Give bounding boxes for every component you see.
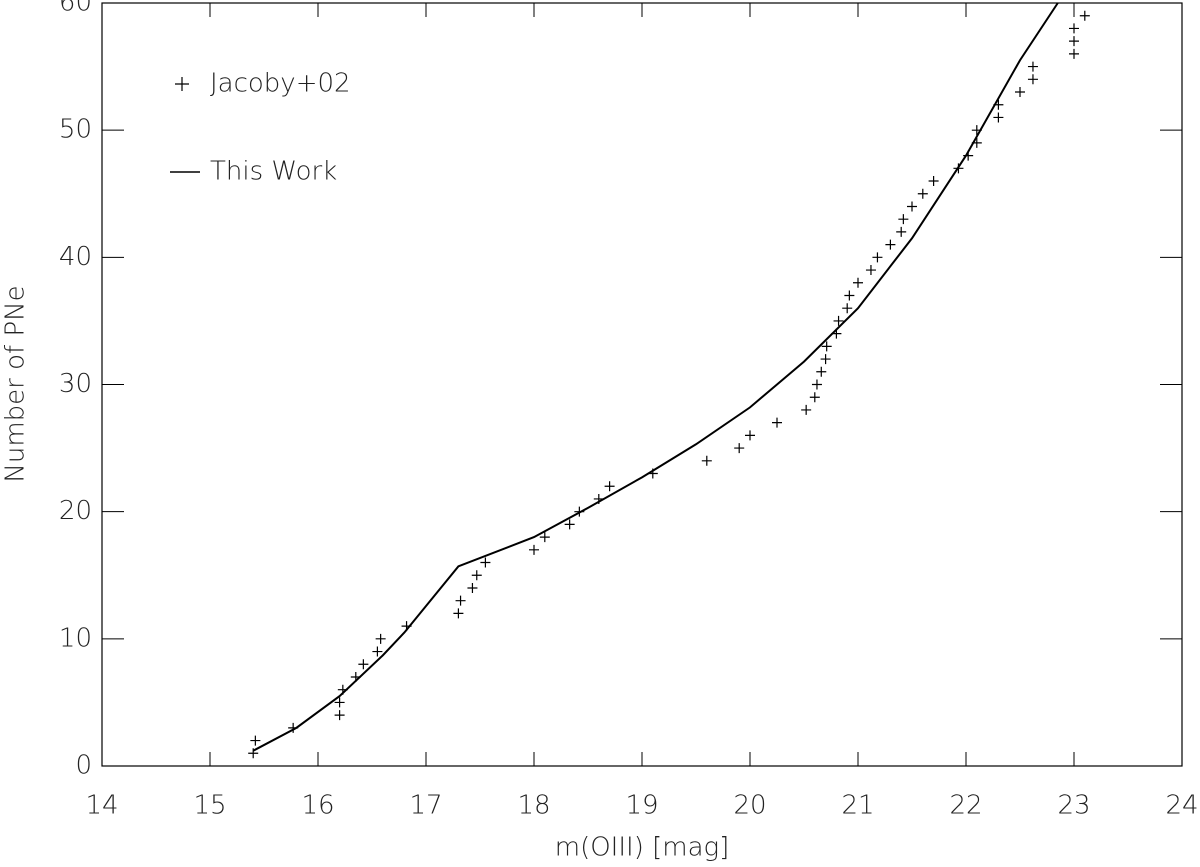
data-point bbox=[1079, 10, 1090, 21]
x-tick-label: 16 bbox=[301, 791, 334, 821]
legend-marker bbox=[175, 77, 189, 91]
legend-label: This Work bbox=[210, 157, 337, 187]
data-point bbox=[885, 239, 896, 250]
x-tick-label: 14 bbox=[85, 791, 118, 821]
data-point bbox=[480, 557, 491, 568]
data-point bbox=[604, 481, 615, 492]
data-point bbox=[801, 404, 812, 415]
data-point bbox=[928, 176, 939, 187]
legend-label: Jacoby+02 bbox=[210, 69, 351, 99]
data-point bbox=[820, 354, 831, 365]
data-point bbox=[334, 710, 345, 721]
y-tick-label: 50 bbox=[59, 115, 92, 145]
data-point bbox=[734, 443, 745, 454]
data-line bbox=[252, 2, 1059, 752]
x-tick-label: 20 bbox=[733, 791, 766, 821]
y-axis-label: Number of PNe bbox=[1, 285, 31, 482]
data-point bbox=[564, 519, 575, 530]
data-point bbox=[772, 417, 782, 428]
y-tick-label: 40 bbox=[59, 242, 92, 272]
data-point bbox=[701, 455, 712, 466]
data-point bbox=[844, 290, 855, 301]
data-point bbox=[809, 392, 820, 403]
x-tick-label: 21 bbox=[841, 791, 874, 821]
data-point bbox=[453, 608, 464, 619]
x-tick-label: 22 bbox=[949, 791, 982, 821]
data-point bbox=[467, 582, 478, 593]
data-point bbox=[334, 697, 345, 708]
data-point bbox=[816, 366, 827, 377]
data-point bbox=[250, 735, 261, 746]
data-point bbox=[1069, 23, 1079, 34]
data-point bbox=[853, 277, 863, 288]
y-tick-label: 0 bbox=[75, 751, 92, 781]
data-point bbox=[907, 201, 917, 212]
x-tick-label: 17 bbox=[409, 791, 442, 821]
data-point bbox=[539, 532, 550, 543]
y-tick-label: 10 bbox=[59, 623, 92, 653]
data-point bbox=[455, 595, 466, 606]
x-tick-label: 24 bbox=[1165, 791, 1198, 821]
data-point bbox=[745, 430, 755, 441]
data-point bbox=[865, 265, 876, 276]
data-point bbox=[471, 570, 482, 581]
data-point bbox=[1027, 61, 1038, 72]
y-tick-label: 20 bbox=[59, 496, 92, 526]
data-point bbox=[993, 112, 1004, 123]
data-point bbox=[529, 544, 539, 555]
data-point bbox=[1015, 87, 1025, 98]
plot-frame bbox=[101, 2, 1183, 767]
data-point bbox=[842, 303, 853, 314]
data-point bbox=[1069, 36, 1079, 47]
data-point bbox=[1027, 74, 1038, 85]
data-point bbox=[896, 226, 907, 237]
data-point bbox=[1069, 48, 1079, 59]
x-tick-label: 15 bbox=[193, 791, 226, 821]
data-point bbox=[372, 646, 383, 657]
data-point bbox=[811, 379, 822, 390]
y-tick-label: 30 bbox=[59, 369, 92, 399]
x-tick-label: 18 bbox=[517, 791, 550, 821]
data-point bbox=[917, 188, 928, 199]
x-tick-label: 19 bbox=[625, 791, 658, 821]
data-point bbox=[898, 214, 909, 225]
y-tick-label: 60 bbox=[59, 0, 92, 18]
data-point bbox=[833, 315, 844, 326]
data-point bbox=[358, 659, 369, 670]
data-point bbox=[821, 341, 832, 352]
x-tick-label: 23 bbox=[1057, 791, 1090, 821]
x-axis-label: m(OIII) [mag] bbox=[555, 833, 730, 863]
data-point bbox=[375, 633, 386, 644]
data-point bbox=[872, 252, 883, 263]
